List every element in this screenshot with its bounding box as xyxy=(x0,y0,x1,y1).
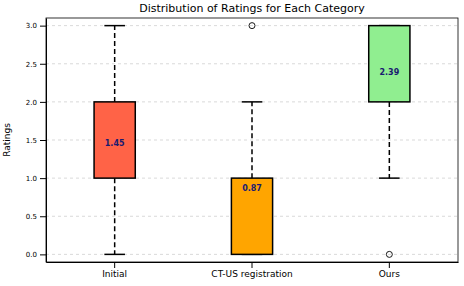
y-tick-label: 1.5 xyxy=(26,137,37,145)
box xyxy=(231,178,272,254)
cap-high xyxy=(104,25,125,27)
y-tick-label: 0.5 xyxy=(26,213,37,221)
chart: 1.45 0.87 2.39 0.0 0.5 1.0 1.5 2.0 2.5 3.0 Initial… xyxy=(0,0,464,286)
outlier xyxy=(386,251,392,257)
y-axis: 0.0 0.5 1.0 1.5 2.0 2.5 3.0 xyxy=(26,19,47,263)
boxes xyxy=(94,23,410,258)
box-group xyxy=(94,26,135,255)
box-group xyxy=(369,26,410,258)
data-label: 2.39 xyxy=(379,68,399,77)
outlier xyxy=(249,23,255,29)
grid xyxy=(46,26,458,255)
y-tick: 2.0 xyxy=(26,99,46,107)
x-tick: Ours xyxy=(379,262,400,279)
cap-low xyxy=(104,254,125,256)
x-tick-label: Initial xyxy=(102,269,127,279)
y-tick-label: 2.5 xyxy=(26,60,37,68)
data-labels: 1.45 0.87 2.39 xyxy=(105,68,400,193)
x-tick-mark xyxy=(389,262,390,268)
y-tick: 3.0 xyxy=(26,22,46,30)
box-group xyxy=(231,23,272,255)
box xyxy=(94,102,135,178)
y-tick-mark xyxy=(40,140,46,141)
whisker-low xyxy=(114,178,116,254)
data-label: 0.87 xyxy=(242,184,262,193)
whisker-low xyxy=(389,102,391,178)
y-tick: 0.5 xyxy=(26,213,46,221)
y-tick-mark xyxy=(40,216,46,217)
data-label: 1.45 xyxy=(105,139,125,148)
x-tick-mark xyxy=(114,262,115,268)
y-axis-title: Ratings xyxy=(2,123,12,157)
cap-low xyxy=(379,177,400,179)
plot-area: 1.45 0.87 2.39 0.0 0.5 1.0 1.5 2.0 2.5 3.0 Initial… xyxy=(26,18,459,279)
y-tick: 0.0 xyxy=(26,251,46,259)
title: Distribution of Ratings for Each Categor… xyxy=(139,2,365,15)
y-tick-mark xyxy=(40,26,46,27)
x-tick: CT-US registration xyxy=(211,262,292,279)
x-tick-label: Ours xyxy=(379,269,400,279)
whisker-high xyxy=(251,102,253,178)
whisker-high xyxy=(114,26,116,102)
y-tick: 1.5 xyxy=(26,137,46,145)
y-tick-label: 1.0 xyxy=(26,175,37,183)
y-axis-line xyxy=(46,19,47,263)
y-tick-label: 0.0 xyxy=(26,251,37,259)
x-axis: Initial CT-US registration Ours xyxy=(47,262,459,279)
y-tick-mark xyxy=(40,64,46,65)
y-tick: 1.0 xyxy=(26,175,46,183)
y-tick-label: 2.0 xyxy=(26,99,37,107)
x-tick-mark xyxy=(252,262,253,268)
plot-frame xyxy=(46,18,458,262)
x-tick: Initial xyxy=(102,262,127,279)
box xyxy=(369,26,410,102)
y-tick-mark xyxy=(40,102,46,103)
y-tick-mark xyxy=(40,178,46,179)
y-tick-mark xyxy=(40,254,46,255)
cap-high xyxy=(242,101,263,103)
y-tick-label: 3.0 xyxy=(26,22,37,30)
x-tick-label: CT-US registration xyxy=(211,269,292,279)
y-tick: 2.5 xyxy=(26,60,46,68)
